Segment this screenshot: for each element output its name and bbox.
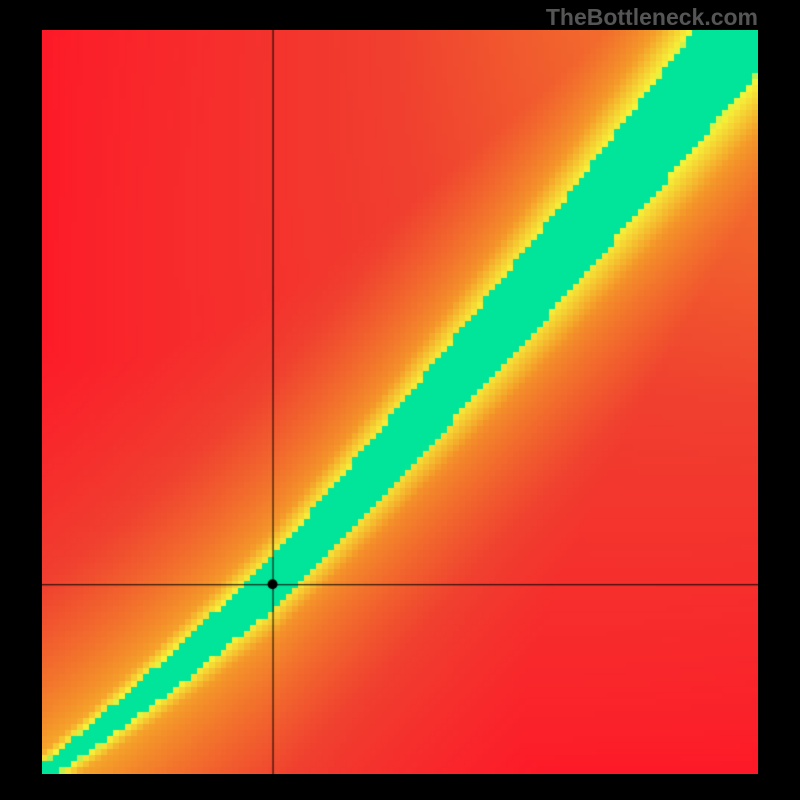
watermark-text: TheBottleneck.com — [546, 4, 758, 31]
heatmap-plot — [42, 30, 758, 774]
heatmap-canvas — [42, 30, 758, 774]
